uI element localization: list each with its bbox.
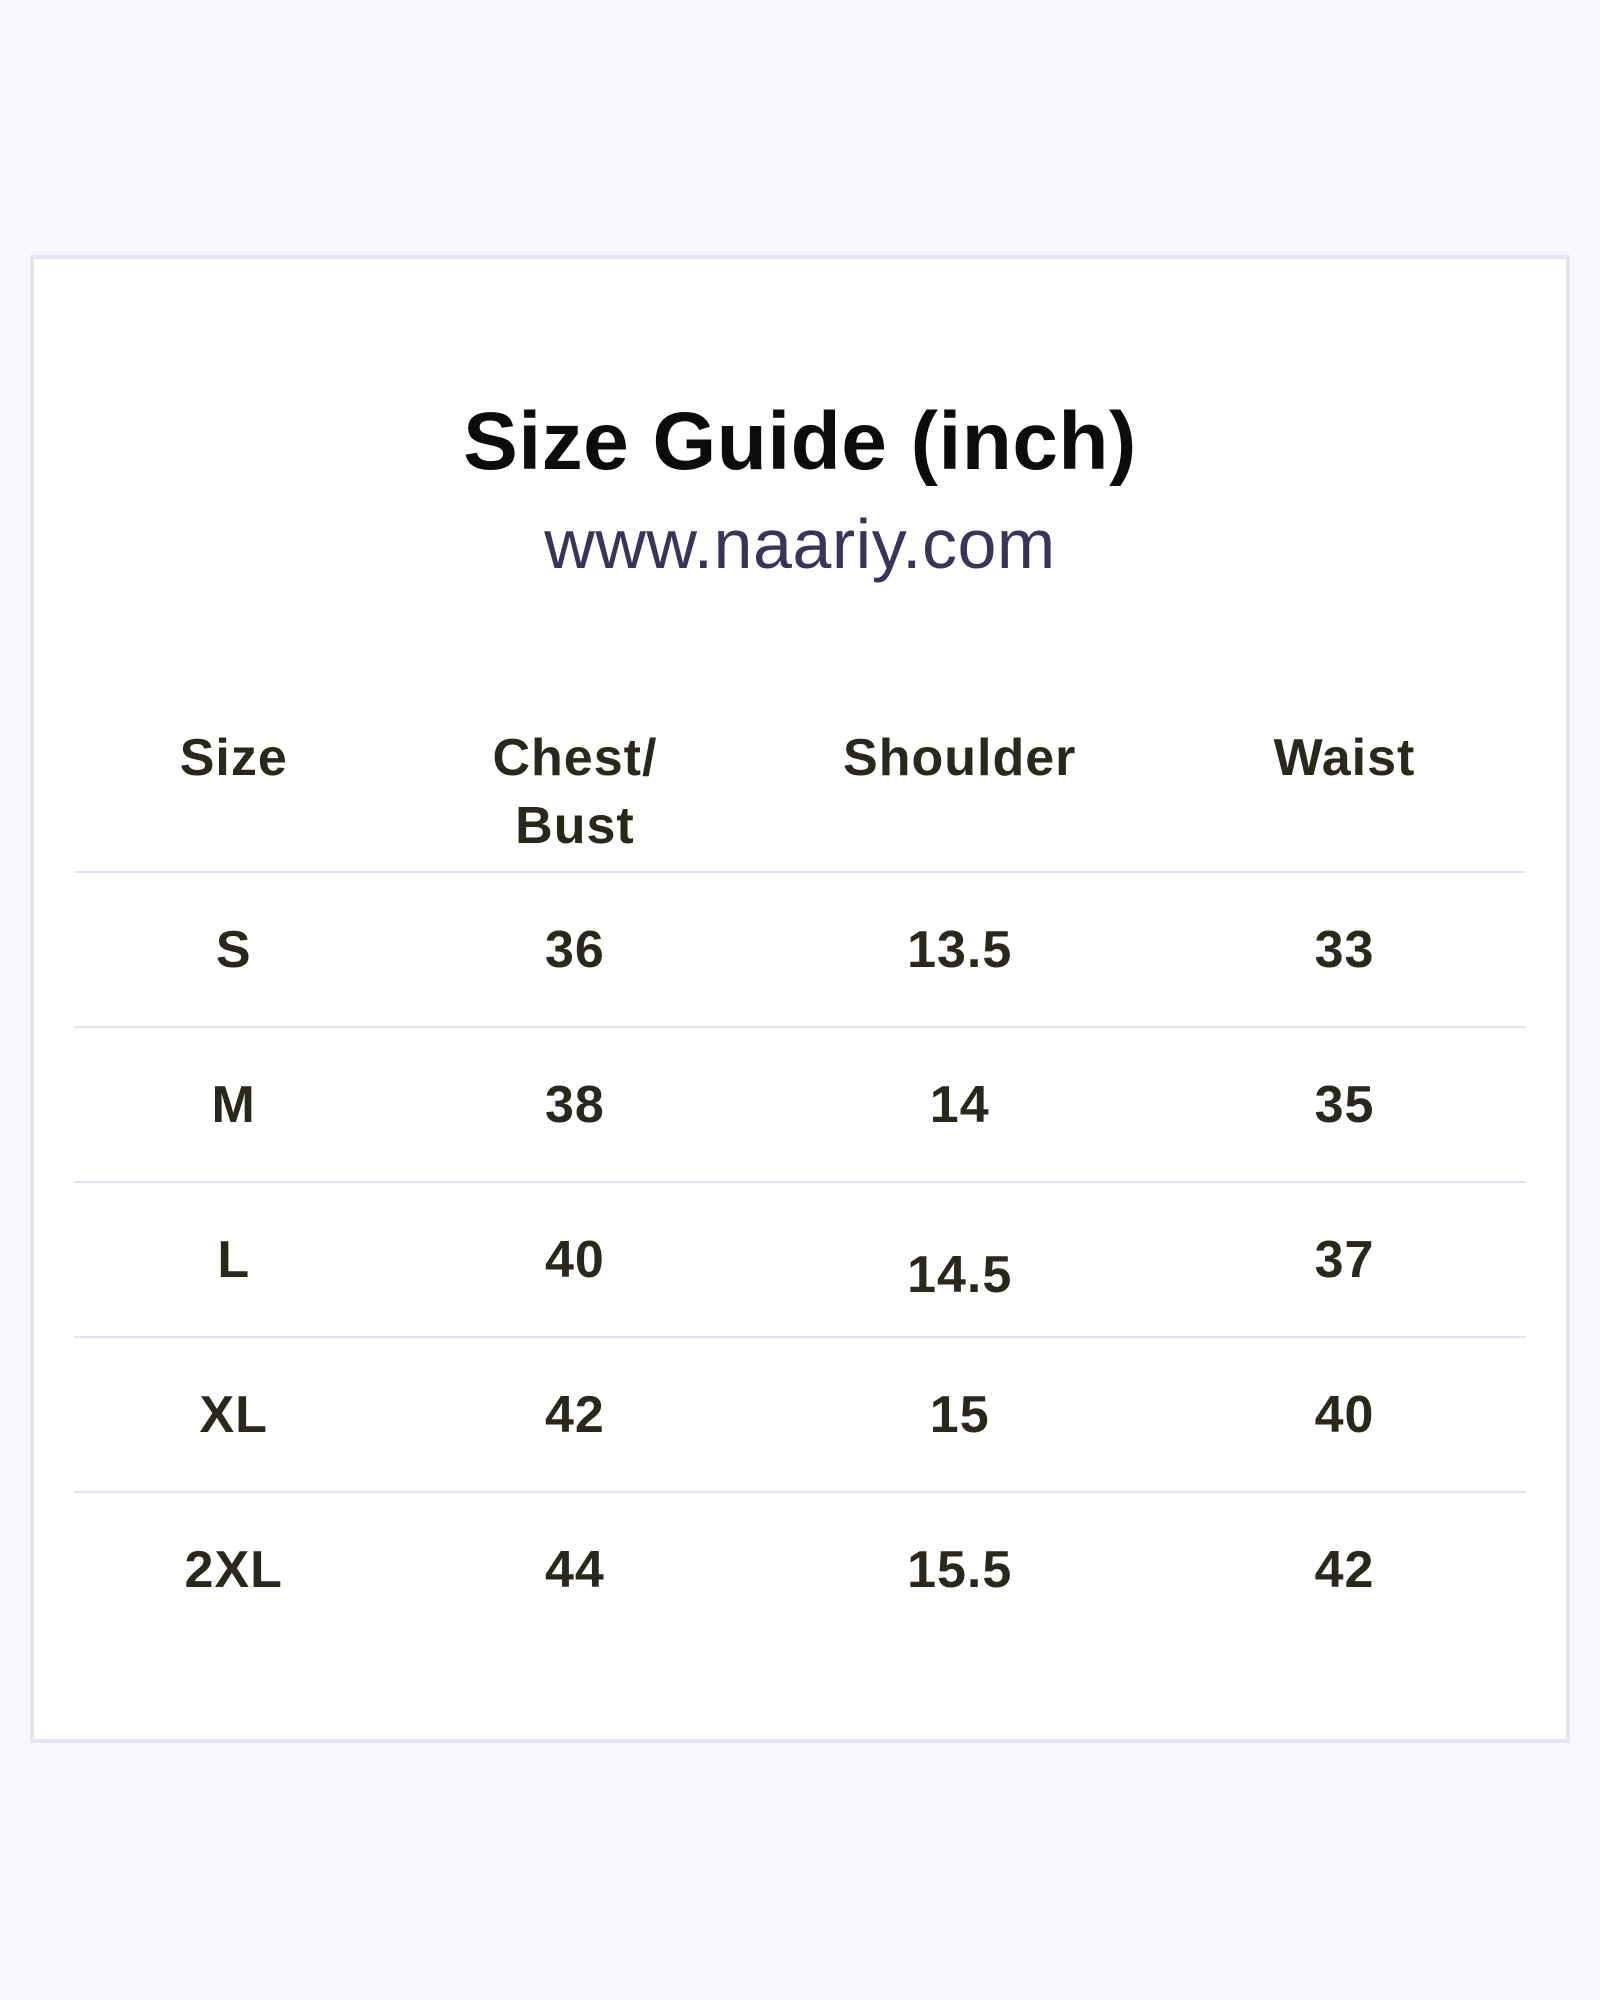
cell-shoulder: 14.5	[907, 1245, 1013, 1304]
size-table: Size Chest/ Bust Shoulder Waist S 36 13.…	[74, 725, 1526, 1646]
cell-chest: 44	[545, 1540, 605, 1599]
page-title: Size Guide (inch)	[463, 396, 1137, 487]
header-cell-waist: Waist	[1273, 729, 1416, 787]
cell-size: M	[211, 1075, 256, 1134]
cell-chest: 42	[545, 1385, 605, 1444]
cell-chest: 36	[545, 920, 605, 979]
cell-size: L	[217, 1230, 251, 1289]
cell-shoulder: 14	[929, 1075, 990, 1134]
cell-shoulder: 15.5	[907, 1540, 1013, 1599]
cell-waist: 37	[1314, 1230, 1375, 1289]
cell-size: 2XL	[184, 1540, 283, 1599]
table-row-m: M 38 14 35	[74, 1028, 1526, 1184]
table-row-2xl: 2XL 44 15.5 42	[74, 1493, 1526, 1646]
cell-waist: 33	[1314, 920, 1375, 979]
cell-chest: 40	[545, 1230, 605, 1289]
cell-size: S	[215, 920, 252, 979]
cell-waist: 42	[1314, 1540, 1375, 1599]
table-row-l: L 40 14.5 37	[74, 1183, 1526, 1339]
header-cell-shoulder: Shoulder	[843, 729, 1077, 787]
cell-waist: 40	[1314, 1385, 1375, 1444]
table-row-s: S 36 13.5 33	[74, 873, 1526, 1029]
cell-chest: 38	[545, 1075, 605, 1134]
table-header-row: Size Chest/ Bust Shoulder Waist	[74, 725, 1526, 874]
table-row-xl: XL 42 15 40	[74, 1338, 1526, 1494]
cell-shoulder: 15	[929, 1385, 990, 1444]
size-guide-card: Size Guide (inch) www.naariy.com Size Ch…	[30, 255, 1570, 1743]
header-cell-size: Size	[179, 729, 288, 787]
website-url: www.naariy.com	[544, 505, 1056, 583]
cell-shoulder: 13.5	[907, 920, 1013, 979]
cell-size: XL	[199, 1385, 268, 1444]
header-cell-chest-bust: Chest/ Bust	[492, 729, 658, 855]
cell-waist: 35	[1314, 1075, 1375, 1134]
